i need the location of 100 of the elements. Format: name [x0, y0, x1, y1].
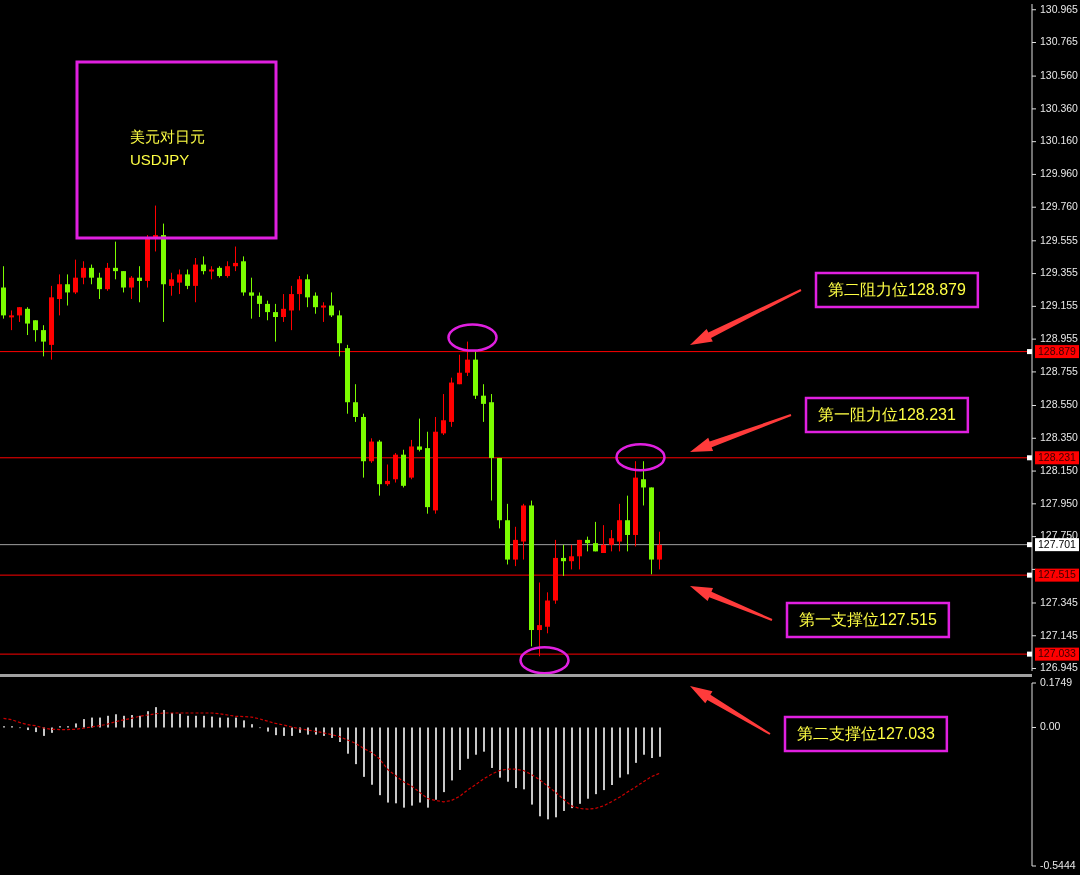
candlestick — [233, 246, 238, 272]
bar — [355, 727, 357, 765]
candlestick — [25, 306, 30, 336]
candlestick — [329, 291, 334, 318]
ref-line-label: 127.033 — [1038, 647, 1077, 660]
bar — [547, 727, 549, 820]
candlestick — [41, 324, 46, 357]
bar — [227, 717, 229, 728]
candlestick — [609, 529, 614, 552]
candlestick — [81, 260, 86, 285]
candlestick — [385, 464, 390, 487]
candlestick — [153, 205, 158, 252]
bar — [435, 727, 437, 800]
candlestick — [593, 521, 598, 552]
bar — [379, 727, 381, 796]
y-tick-label: 129.760 — [1040, 200, 1079, 212]
bar — [155, 707, 157, 728]
bar — [139, 715, 141, 728]
bar — [603, 727, 605, 791]
y-tick-label: 129.355 — [1040, 266, 1079, 279]
y-tick-label: 128.150 — [1040, 463, 1079, 476]
y-tick-label: 0.00 — [1040, 720, 1061, 733]
bar — [187, 715, 189, 728]
bar — [459, 727, 461, 770]
bar — [531, 727, 533, 805]
bar — [411, 727, 413, 806]
y-tick-label: 130.160 — [1040, 134, 1079, 147]
y-tick-label: 130.965 — [1040, 2, 1079, 15]
ref-line-label: 128.879 — [1038, 344, 1077, 357]
candlestick — [257, 291, 262, 318]
bar — [75, 723, 77, 728]
bar — [291, 727, 293, 736]
bar — [475, 727, 477, 755]
candlestick — [281, 293, 286, 323]
candlestick — [185, 268, 190, 290]
bar — [243, 720, 245, 728]
candlestick — [129, 275, 134, 300]
y-tick-label: -0.5444 — [1040, 858, 1076, 871]
bar — [643, 727, 645, 755]
bar — [211, 716, 213, 728]
candlestick — [481, 383, 486, 423]
y-tick-label: 128.550 — [1040, 398, 1079, 411]
candlestick — [193, 257, 198, 303]
candlestick — [113, 241, 118, 280]
text: USDJPY — [130, 151, 190, 168]
candlestick — [73, 259, 78, 295]
y-tick-label: 129.555 — [1040, 233, 1079, 246]
bar — [179, 713, 181, 728]
y-tick-label: 128.755 — [1040, 364, 1079, 377]
bar — [539, 727, 541, 817]
candlestick — [265, 300, 270, 321]
y-tick-label: 130.765 — [1040, 35, 1079, 48]
candlestick — [561, 544, 566, 577]
annotation: 第一阻力位128.231 — [818, 406, 956, 424]
bar — [659, 727, 661, 757]
bar — [115, 714, 117, 728]
bar — [523, 727, 525, 790]
candlestick — [105, 262, 110, 292]
ref-line-label: 128.231 — [1038, 451, 1077, 464]
bar — [363, 727, 365, 777]
annotation: 第一支撑位127.515 — [799, 611, 937, 629]
candlestick — [625, 495, 630, 552]
bar — [331, 727, 333, 738]
bar — [467, 727, 469, 759]
candlestick — [9, 309, 14, 331]
bar — [427, 727, 429, 808]
candlestick — [121, 270, 126, 293]
bar — [419, 727, 421, 803]
y-tick-label: 127.145 — [1040, 628, 1079, 641]
candlestick — [641, 460, 646, 506]
bar — [579, 727, 581, 804]
y-tick-label: 130.360 — [1040, 101, 1079, 114]
candlestick — [65, 273, 70, 307]
bar — [339, 727, 341, 742]
candlestick — [417, 418, 422, 452]
candlestick — [249, 277, 254, 320]
bar — [627, 727, 629, 775]
candlestick — [601, 524, 606, 554]
candlestick — [169, 272, 174, 297]
candlestick — [577, 539, 582, 570]
bar — [203, 715, 205, 728]
candlestick — [457, 354, 462, 385]
bar — [275, 727, 277, 736]
y-tick-label: 129.155 — [1040, 299, 1079, 312]
bar — [571, 727, 573, 809]
ref-line-label: 127.701 — [1038, 537, 1077, 550]
bar — [163, 709, 165, 728]
bar — [491, 727, 493, 768]
bar — [563, 727, 565, 811]
bar — [235, 717, 237, 728]
bar — [371, 727, 373, 785]
candlestick — [137, 265, 142, 303]
candlestick — [321, 301, 326, 323]
bar — [51, 727, 53, 733]
bar — [27, 727, 29, 731]
bar — [595, 727, 597, 795]
bar — [267, 727, 269, 732]
bar — [387, 727, 389, 803]
bar — [307, 727, 309, 735]
bar — [555, 727, 557, 818]
